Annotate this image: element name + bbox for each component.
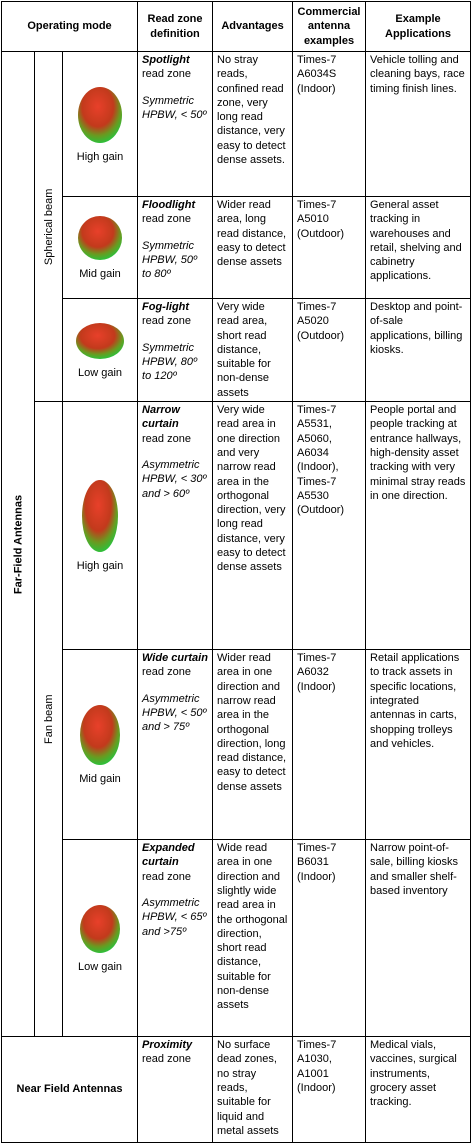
zone-suffix: read zone bbox=[142, 213, 191, 226]
zone-name: Narrow curtain bbox=[142, 404, 180, 431]
commercial-cell: Times-7 A1030, A1001 (Indoor) bbox=[292, 1036, 367, 1143]
zone-name: Floodlight bbox=[142, 199, 196, 211]
lobe bbox=[78, 216, 122, 261]
read-zone-cell: Spotlight read zone Symmetric HPBW, < 50º bbox=[137, 51, 214, 197]
table-body: Far-Field Antennas Spherical beam High gai… bbox=[0, 51, 471, 1143]
group-label: Far-Field Antennas bbox=[1, 51, 35, 1037]
advantages-cell: No surface dead zones, no stray reads, s… bbox=[212, 1036, 294, 1143]
commercial-cell: Times-7 A5020 (Outdoor) bbox=[292, 297, 367, 403]
zone-name: Wide curtain bbox=[142, 652, 208, 665]
applications-cell: Retail applications to track assets in s… bbox=[365, 649, 471, 841]
read-zone-cell: Proximity read zone bbox=[137, 1036, 214, 1143]
read-zone-cell: Expanded curtain read zone Asymmetric HPBW… bbox=[137, 839, 214, 1038]
zone-name: Proximity bbox=[142, 1039, 193, 1052]
zone-name: Fog-light bbox=[142, 301, 190, 313]
radiation-pattern bbox=[80, 705, 120, 766]
header-cell: Commercial antenna examples bbox=[292, 1, 367, 52]
gain-label: Low gain bbox=[77, 960, 123, 973]
pattern-cell: Mid gain bbox=[61, 649, 139, 841]
zone-suffix: read zone bbox=[142, 870, 191, 883]
header-cell: Operating mode bbox=[0, 1, 139, 52]
advantages-cell: Wider read area, long read distance, eas… bbox=[212, 196, 294, 299]
zone-suffix: read zone bbox=[142, 68, 191, 81]
lobe bbox=[80, 705, 120, 766]
commercial-cell: Times-7 A6034S (Indoor) bbox=[292, 51, 367, 197]
hpbw: Symmetric HPBW, 80º to 120º bbox=[142, 341, 197, 383]
radiation-pattern bbox=[78, 86, 122, 143]
table-row: Low gain Expanded curtain read zone Asymmet… bbox=[2, 839, 471, 1038]
advantages-cell: Very wide read area, short read distance… bbox=[212, 297, 294, 403]
hpbw: Symmetric HPBW, < 50º bbox=[142, 94, 207, 121]
lobe bbox=[78, 86, 122, 143]
zone-suffix: read zone bbox=[142, 315, 191, 328]
table-row: Near Field Antennas Proximity read zone No … bbox=[0, 1036, 471, 1143]
applications-cell: General asset tracking in warehouses and… bbox=[365, 196, 471, 299]
commercial-cell: Times-7 A5531, A5060, A6034 (Indoor), Ti… bbox=[292, 401, 367, 651]
advantages-cell: Wider read area in one direction and nar… bbox=[212, 649, 294, 841]
zone-suffix: read zone bbox=[142, 666, 191, 679]
radiation-pattern bbox=[82, 480, 118, 553]
group-text: Spherical beam bbox=[42, 188, 55, 265]
commercial-cell: Times-7 A5010 (Outdoor) bbox=[292, 196, 367, 299]
pattern-cell: Mid gain bbox=[61, 196, 139, 299]
gain-label: Low gain bbox=[77, 366, 123, 379]
gain-label: Mid gain bbox=[79, 773, 121, 786]
header-cell: Advantages bbox=[212, 1, 294, 52]
group-label: Near Field Antennas bbox=[0, 1036, 139, 1143]
table-row: Mid gain Wide curtain read zone Asymmetric … bbox=[2, 649, 471, 841]
table-row: Mid gain Floodlight read zone Symmetric HPB… bbox=[2, 196, 471, 299]
zone-suffix: read zone bbox=[142, 1053, 191, 1066]
table-row: Low gain Fog-light read zone Symmetric HPBW… bbox=[2, 297, 471, 403]
applications-cell: People portal and people tracking at ent… bbox=[365, 401, 471, 651]
applications-cell: Desktop and point-of-sale applications, … bbox=[365, 297, 471, 403]
group-label: Spherical beam bbox=[34, 51, 63, 402]
hpbw: Asymmetric HPBW, < 50º and > 75º bbox=[142, 692, 207, 734]
read-zone-cell: Fog-light read zone Symmetric HPBW, 80º to… bbox=[137, 297, 214, 403]
zone-name: Spotlight bbox=[142, 54, 190, 66]
header-cell: Example Applications bbox=[365, 1, 471, 52]
read-zone-cell: Floodlight read zone Symmetric HPBW, 50º t… bbox=[137, 196, 214, 299]
read-zone-cell: Wide curtain read zone Asymmetric HPBW, < … bbox=[137, 649, 214, 841]
read-zone-cell: Narrow curtain read zone Asymmetric HPBW, … bbox=[137, 401, 214, 651]
header-cell: Read zone definition bbox=[137, 1, 214, 52]
lobe bbox=[82, 480, 118, 553]
gain-label: Mid gain bbox=[79, 268, 121, 281]
gain-label: High gain bbox=[76, 560, 124, 573]
hpbw: Asymmetric HPBW, < 65º and >75º bbox=[142, 896, 207, 938]
group-text: Far-Field Antennas bbox=[11, 494, 24, 594]
applications-cell: Medical vials, vaccines, surgical instru… bbox=[365, 1036, 471, 1143]
applications-cell: Vehicle tolling and cleaning bays, race … bbox=[365, 51, 471, 197]
radiation-pattern bbox=[78, 216, 122, 261]
advantages-cell: No stray reads, confined read zone, very… bbox=[212, 51, 294, 197]
commercial-cell: Times-7 B6031 (Indoor) bbox=[292, 839, 367, 1038]
hpbw: Symmetric HPBW, 50º to 80º bbox=[142, 239, 197, 281]
group-text: Fan beam bbox=[42, 694, 55, 744]
gain-label: High gain bbox=[76, 150, 124, 163]
advantages-cell: Very wide read area in one direction and… bbox=[212, 401, 294, 651]
zone-name: Expanded curtain bbox=[142, 842, 195, 869]
pattern-cell: High gain bbox=[61, 401, 139, 651]
pattern-cell: Low gain bbox=[61, 297, 139, 403]
lobe bbox=[76, 322, 124, 359]
advantages-cell: Wide read area in one direction and slig… bbox=[212, 839, 294, 1038]
pattern-cell: High gain bbox=[61, 51, 139, 197]
applications-cell: Narrow point-of-sale, billing kiosks and… bbox=[365, 839, 471, 1038]
commercial-cell: Times-7 A6032 (Indoor) bbox=[292, 649, 367, 841]
group-label: Fan beam bbox=[34, 401, 63, 1037]
table-row: Far-Field Antennas Spherical beam High gai… bbox=[1, 51, 471, 1037]
table-row: Fan beam High gain Narrow curtain read zone… bbox=[2, 401, 471, 1037]
radiation-pattern bbox=[80, 904, 120, 953]
hpbw: Asymmetric HPBW, < 30º and > 60º bbox=[142, 458, 207, 500]
zone-suffix: read zone bbox=[142, 432, 191, 445]
pattern-cell: Low gain bbox=[61, 839, 139, 1038]
radiation-pattern bbox=[76, 322, 124, 359]
lobe bbox=[80, 904, 120, 953]
